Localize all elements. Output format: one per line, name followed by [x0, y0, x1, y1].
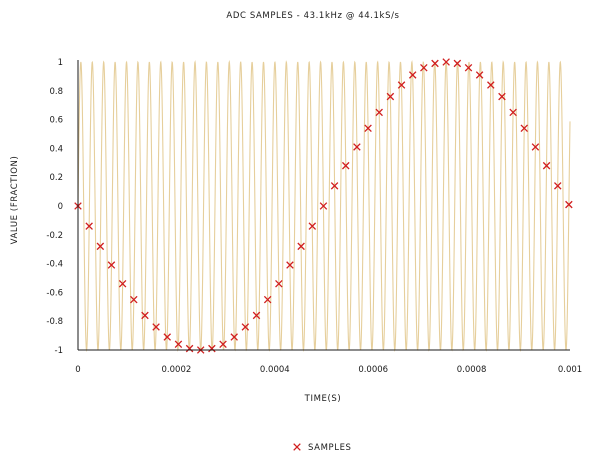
sample-marker — [397, 81, 406, 89]
x-tick-label: 0.0004 — [260, 365, 290, 375]
sample-marker — [553, 182, 562, 190]
sample-marker — [542, 161, 551, 170]
axes — [77, 60, 570, 351]
sample-marker — [96, 242, 105, 251]
sample-marker — [297, 242, 305, 251]
y-tick-label: 0.6 — [49, 116, 63, 126]
sample-marker — [107, 261, 116, 269]
sample-marker — [520, 124, 529, 132]
sample-marker — [208, 344, 216, 353]
signal-layer — [77, 59, 571, 352]
x-axis-label: TIME(S) — [304, 394, 342, 404]
x-tick-label: 0.0002 — [162, 365, 192, 375]
sample-marker — [364, 124, 372, 132]
sample-marker — [308, 222, 317, 230]
sample-marker — [319, 202, 328, 210]
sample-marker — [375, 108, 383, 117]
sample-marker — [487, 81, 495, 89]
sample-marker — [531, 143, 540, 151]
sample-marker — [263, 295, 272, 304]
x-tick-label: 0.0006 — [358, 365, 388, 375]
sample-marker — [174, 340, 183, 348]
sample-marker — [386, 92, 395, 101]
sample-marker — [241, 323, 250, 331]
sample-marker — [185, 344, 194, 353]
sample-marker — [408, 71, 417, 79]
tick-labels: -1 -0.8 -0.6 -0.4 -0.2 0 0.2 0.4 0.6 0.8 1 0 0.0002 0… — [46, 58, 582, 375]
sample-marker — [252, 311, 261, 320]
sample-marker — [163, 333, 172, 341]
y-tick-label: -0.6 — [46, 288, 63, 298]
sample-marker — [130, 295, 138, 304]
y-tick-label: 0.8 — [49, 87, 63, 97]
sample-marker — [431, 59, 439, 68]
sample-marker — [230, 333, 238, 341]
legend-x-icon — [293, 443, 301, 451]
y-tick-label: 0 — [58, 202, 63, 212]
x-tick-label: 0.0008 — [457, 365, 487, 375]
y-tick-label: -1 — [55, 346, 63, 356]
y-tick-label: 0.2 — [49, 173, 63, 183]
sample-marker — [341, 161, 350, 170]
sample-marker — [152, 323, 160, 331]
sample-marker — [85, 222, 93, 230]
sample-marker — [453, 59, 462, 68]
sample-marker — [464, 64, 473, 72]
sample-marker — [353, 143, 361, 151]
sample-marker — [565, 200, 573, 209]
sample-marker — [442, 58, 450, 66]
legend-samples-label: SAMPLES — [308, 443, 352, 453]
sample-marker — [141, 311, 149, 320]
chart-title: ADC SAMPLES - 43.1kHz @ 44.1kS/s — [226, 11, 399, 21]
sample-marker — [509, 108, 517, 117]
sample-marker — [286, 261, 294, 269]
sample-marker — [498, 92, 506, 101]
sample-marker — [219, 340, 227, 348]
signal-line — [77, 59, 571, 352]
x-tick-label: 0.001 — [558, 365, 582, 375]
sample-marker — [118, 280, 127, 288]
y-tick-label: 1 — [58, 58, 63, 68]
y-tick-label: -0.4 — [46, 260, 63, 270]
x-tick-label: 0 — [75, 365, 80, 375]
samples-layer — [74, 58, 573, 354]
y-tick-label: -0.2 — [46, 231, 63, 241]
sample-marker — [275, 280, 283, 288]
legend-samples-marker — [293, 443, 301, 451]
y-tick-label: 0.4 — [49, 144, 63, 154]
legend: SAMPLES — [293, 443, 352, 453]
y-tick-label: -0.8 — [46, 317, 63, 327]
sample-marker — [420, 64, 428, 72]
sample-marker — [330, 182, 339, 190]
sample-marker — [475, 71, 484, 79]
y-axis-label: VALUE (FRACTION) — [10, 156, 20, 245]
